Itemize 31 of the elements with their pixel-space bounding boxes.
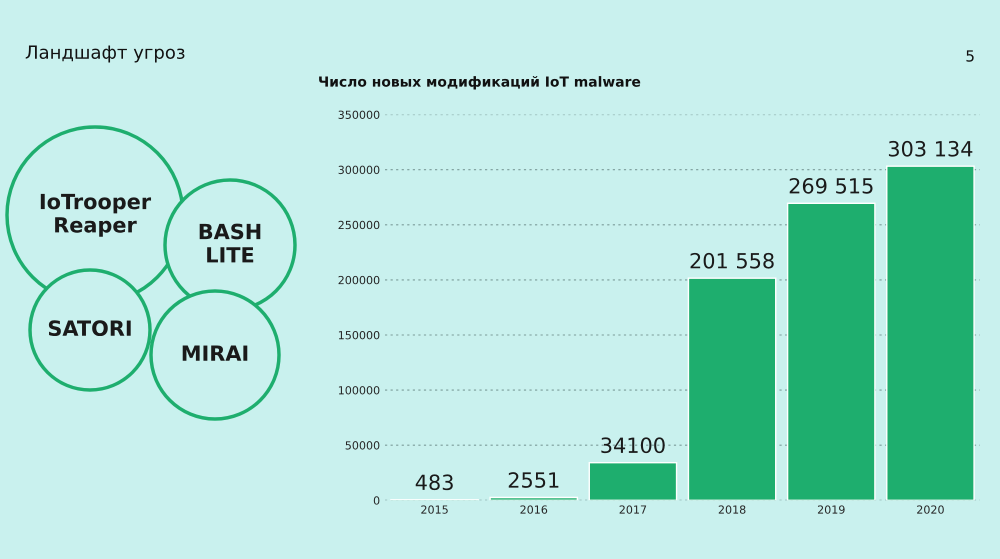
text: SATORI: [48, 320, 131, 336]
data-label: 303 134: [888, 140, 972, 157]
data-label: 269 515: [790, 178, 873, 194]
x-tick-label: 2017: [620, 505, 646, 514]
x-tick-label: 2018: [718, 505, 746, 514]
data-label: 201 558: [690, 252, 774, 269]
bar: [886, 166, 975, 500]
y-tick-label: 300000: [338, 166, 380, 174]
data-label: 34100: [601, 437, 665, 454]
x-tick-label: 2019: [818, 505, 845, 514]
chart-subtitle: Число новых модификаций IoT malware: [319, 76, 640, 90]
y-tick-label: 0: [374, 496, 380, 505]
x-tick-label: 2020: [917, 505, 944, 514]
text: BASH LITE: [200, 224, 260, 262]
y-tick-label: 150000: [338, 330, 380, 340]
text: MIRAI: [182, 346, 248, 361]
y-tick-label: 200000: [338, 276, 380, 284]
data-label: 2551: [508, 472, 558, 488]
y-tick-label: 50000: [346, 441, 380, 450]
data-label: 483: [416, 474, 453, 490]
y-tick-label: 350000: [338, 110, 380, 119]
x-tick-label: 2016: [520, 505, 548, 514]
text: Ландшафт угроз: [26, 46, 184, 62]
y-tick-label: 100000: [338, 386, 380, 394]
bar: [588, 462, 678, 500]
bar: [786, 202, 876, 500]
y-tick-label: 250000: [338, 220, 380, 230]
x-tick-label: 2015: [421, 505, 448, 514]
text: IoTrooper Reaper: [40, 194, 152, 237]
bar: [688, 277, 776, 500]
text: 5: [966, 50, 974, 62]
